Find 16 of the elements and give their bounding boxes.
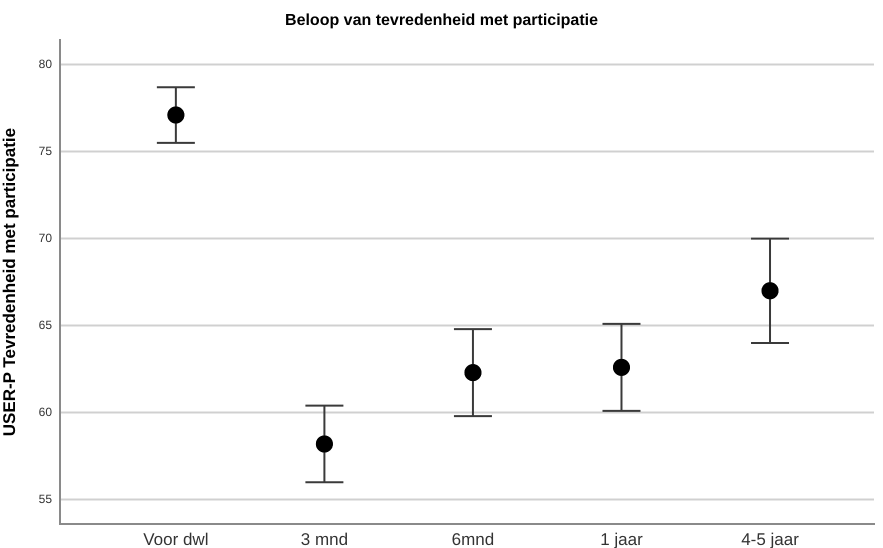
point [167, 106, 184, 124]
y-axis-title: USER-P Tevredenheid met participatie [0, 128, 19, 436]
point [464, 364, 482, 382]
point [762, 282, 779, 300]
y-tick-label: 60 [38, 404, 52, 419]
point [612, 358, 630, 376]
x-tick-label: 6mnd [452, 530, 494, 548]
chart-title: Beloop van tevredenheid met participatie [285, 12, 598, 30]
y-tick-label: 70 [38, 230, 52, 245]
y-tick-label: 65 [38, 318, 52, 332]
x-tick-label: Voor dwl [143, 530, 208, 548]
y-tick-label: 80 [38, 56, 52, 71]
point [316, 435, 333, 452]
y-tick-label: 55 [38, 492, 52, 506]
y-tick-label: 75 [38, 144, 52, 158]
x-tick-label: 3 mnd [300, 530, 348, 548]
